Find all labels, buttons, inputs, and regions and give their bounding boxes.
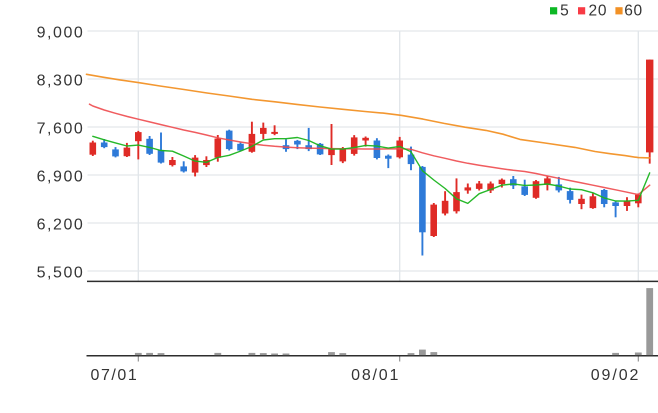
svg-text:6,200: 6,200 (37, 217, 85, 234)
svg-text:07/01: 07/01 (91, 367, 139, 384)
svg-text:60: 60 (624, 3, 643, 20)
svg-text:6,900: 6,900 (37, 169, 85, 186)
svg-text:5,500: 5,500 (37, 265, 85, 282)
svg-text:8,300: 8,300 (37, 73, 85, 90)
svg-text:9,000: 9,000 (37, 25, 85, 42)
svg-text:7,600: 7,600 (37, 121, 85, 138)
svg-text:5: 5 (560, 3, 569, 20)
svg-text:09/02: 09/02 (591, 367, 641, 384)
svg-text:08/01: 08/01 (351, 367, 400, 384)
svg-text:20: 20 (589, 3, 608, 20)
